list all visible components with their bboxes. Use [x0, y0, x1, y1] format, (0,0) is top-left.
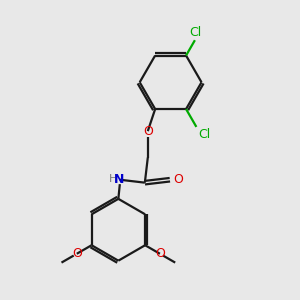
- Text: Cl: Cl: [198, 128, 210, 141]
- Text: O: O: [155, 247, 165, 260]
- Text: Cl: Cl: [189, 26, 201, 39]
- Text: O: O: [173, 173, 183, 186]
- Text: O: O: [72, 247, 82, 260]
- Text: N: N: [114, 172, 124, 186]
- Text: H: H: [109, 174, 118, 184]
- Text: O: O: [143, 124, 153, 138]
